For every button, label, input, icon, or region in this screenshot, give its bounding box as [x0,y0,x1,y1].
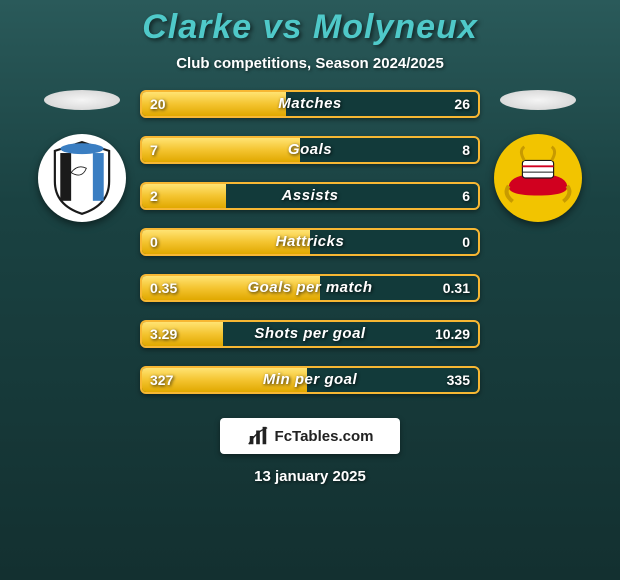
stat-row: 0Hattricks0 [140,228,480,256]
stat-right-value: 8 [462,138,470,162]
stat-label: Matches [142,92,478,116]
stat-label: Goals [142,138,478,162]
stat-label: Goals per match [142,276,478,300]
stat-row: 327Min per goal335 [140,366,480,394]
stat-right-value: 10.29 [435,322,470,346]
viking-crest-icon [499,139,577,217]
stat-label: Assists [142,184,478,208]
brand-badge[interactable]: FcTables.com [220,418,400,454]
stat-right-value: 0 [462,230,470,254]
stat-label: Shots per goal [142,322,478,346]
page-title: Clarke vs Molyneux [0,8,620,47]
comparison-card: Clarke vs Molyneux Club competitions, Se… [0,0,620,580]
stat-row: 7Goals8 [140,136,480,164]
brand-text: FcTables.com [275,428,374,445]
stat-label: Min per goal [142,368,478,392]
player-silhouette-left [44,90,120,110]
left-side [32,90,132,222]
player-silhouette-right [500,90,576,110]
stat-right-value: 335 [447,368,470,392]
content-row: 20Matches26 7Goals8 2Assists6 0Hattricks0 0.… [0,90,620,394]
stat-row: 20Matches26 [140,90,480,118]
stat-right-value: 0.31 [443,276,470,300]
right-side [488,90,588,222]
stat-row: 3.29Shots per goal10.29 [140,320,480,348]
date-text: 13 january 2025 [0,468,620,485]
bar-chart-icon [247,425,269,447]
stat-right-value: 26 [454,92,470,116]
stat-row: 0.35Goals per match0.31 [140,274,480,302]
stat-row: 2Assists6 [140,182,480,210]
shield-icon [49,140,115,216]
stat-right-value: 6 [462,184,470,208]
subtitle: Club competitions, Season 2024/2025 [0,55,620,72]
stat-label: Hattricks [142,230,478,254]
right-team-badge [494,134,582,222]
stats-column: 20Matches26 7Goals8 2Assists6 0Hattricks0 0.… [140,90,480,394]
left-team-badge [38,134,126,222]
